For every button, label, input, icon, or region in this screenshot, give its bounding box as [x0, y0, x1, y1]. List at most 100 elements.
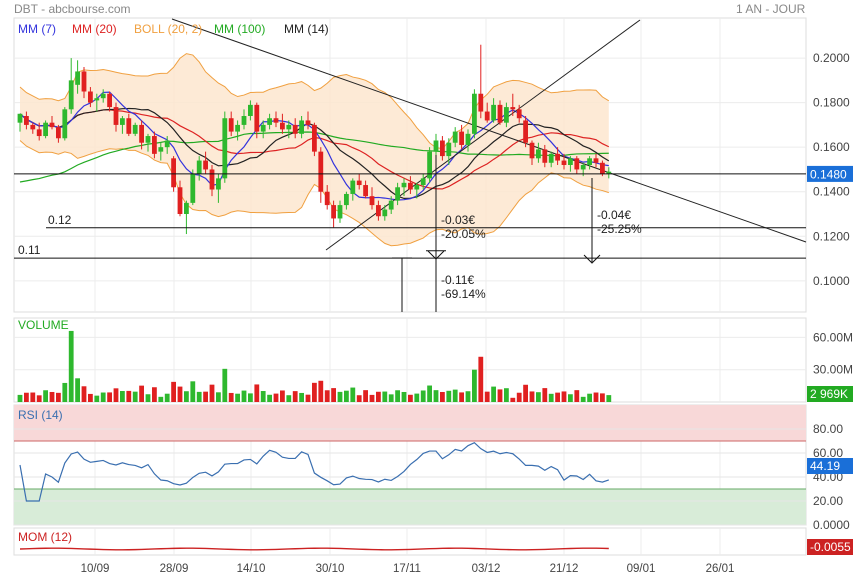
volume-bar [94, 395, 100, 402]
candle-body [68, 80, 74, 110]
volume-bar [145, 394, 151, 402]
volume-bar [24, 392, 29, 402]
candle-body [286, 124, 292, 130]
legend-item: BOLL (20, 2) [134, 22, 202, 36]
rsi-overbought-zone [14, 405, 806, 441]
legend-item: MM (100) [214, 22, 265, 36]
volume-bar [235, 393, 240, 402]
candle-body [241, 116, 247, 125]
volume-bar [414, 393, 420, 402]
volume-bar [107, 392, 112, 402]
candle-body [209, 169, 215, 190]
support-level-label: 0.12 [48, 213, 72, 227]
x-tick-label: 10/09 [81, 563, 110, 575]
volume-bar [113, 388, 119, 402]
volume-bar [139, 385, 144, 402]
candle-body [299, 120, 304, 134]
volume-bar [408, 394, 413, 402]
candle-body [593, 158, 599, 163]
volume-bar [593, 392, 599, 402]
volume-bar [600, 393, 605, 402]
volume-bar [126, 390, 132, 402]
volume-bar [529, 391, 535, 402]
y-tick-label: 0.1000 [813, 274, 850, 288]
candle-body [324, 191, 330, 206]
volume-bar [446, 390, 452, 402]
rsi-tick-label: 0.0000 [813, 518, 850, 532]
volume-bar [203, 391, 208, 402]
period-label: 1 AN - JOUR [736, 2, 806, 16]
volume-bar [337, 391, 343, 402]
volume-bar [292, 391, 298, 402]
volume-bar [388, 394, 394, 402]
volume-bar [68, 330, 74, 402]
volume-badge [807, 386, 853, 402]
candle-body [305, 120, 311, 125]
candle-body [292, 124, 298, 134]
x-tick-label: 03/12 [472, 563, 501, 575]
volume-bar [548, 393, 554, 402]
volume-bar [484, 391, 490, 402]
candle-body [478, 93, 484, 112]
candle-body [260, 124, 266, 132]
candle-body [427, 151, 432, 179]
rsi-tick-label: 80.00 [813, 422, 843, 436]
candle-body [190, 173, 196, 203]
candle-body [542, 149, 548, 163]
volume-bar [273, 393, 279, 402]
candle-body [510, 107, 516, 110]
candle-body [484, 111, 490, 121]
variation-percent: -20.05% [441, 227, 486, 241]
candle-body [568, 158, 573, 165]
volume-bar [88, 393, 93, 402]
candle-body [574, 158, 580, 170]
volume-bar [30, 392, 36, 402]
candle-body [24, 116, 29, 125]
volume-bar [152, 387, 157, 402]
variation-value: -0.11€ [441, 273, 474, 287]
candle-body [382, 209, 388, 217]
volume-bar [580, 396, 586, 402]
x-tick-label: 30/10 [316, 563, 345, 575]
volume-bar [241, 390, 247, 402]
candle-body [465, 133, 471, 145]
candle-body [420, 178, 426, 186]
y-tick-label: 0.1200 [813, 229, 850, 243]
candle-body [446, 142, 452, 157]
volume-bar [356, 395, 362, 402]
candle-body [369, 196, 375, 206]
candle-body [337, 205, 343, 219]
volume-bar [561, 391, 567, 402]
volume-bar [171, 381, 176, 402]
volume-bar [587, 393, 592, 402]
volume-bar [318, 380, 324, 402]
candle-body [491, 104, 496, 121]
volume-bar [401, 391, 407, 402]
candle-body [280, 122, 285, 130]
candle-body [587, 158, 592, 165]
candle-body [139, 124, 144, 143]
variation-value: -0.03€ [441, 213, 475, 227]
candle-body [107, 93, 112, 108]
volume-bar [497, 389, 503, 402]
y-tick-label: 0.1800 [813, 96, 850, 110]
y-tick-label: 0.1600 [813, 140, 850, 154]
candle-body [273, 118, 279, 123]
measure-arrow [427, 250, 445, 260]
volume-bar [81, 386, 87, 402]
legend-item: MM (20) [72, 22, 117, 36]
volume-bar [17, 394, 23, 402]
candle-body [580, 165, 586, 170]
rsi-panel-title: RSI (14) [18, 408, 63, 422]
variation-percent: -25.25% [597, 222, 642, 236]
candle-body [62, 109, 68, 139]
candle-body [497, 104, 503, 123]
volume-bar [43, 390, 48, 402]
volume-bar [305, 394, 311, 402]
volume-bar [420, 390, 426, 402]
bollinger-lower-line [19, 140, 609, 247]
volume-bar [254, 384, 260, 402]
momentum-panel-title: MOM (12) [18, 530, 72, 544]
volume-bar [222, 368, 228, 402]
